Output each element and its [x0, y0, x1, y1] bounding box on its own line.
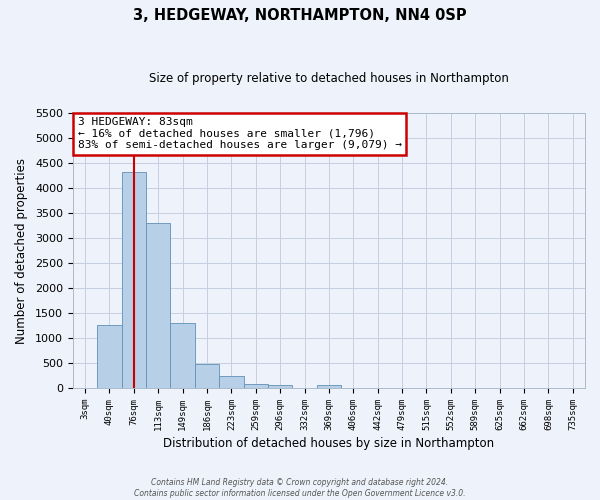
Title: Size of property relative to detached houses in Northampton: Size of property relative to detached ho… — [149, 72, 509, 86]
Y-axis label: Number of detached properties: Number of detached properties — [15, 158, 28, 344]
Bar — [244, 384, 268, 388]
Text: 3 HEDGEWAY: 83sqm
← 16% of detached houses are smaller (1,796)
83% of semi-detac: 3 HEDGEWAY: 83sqm ← 16% of detached hous… — [78, 117, 402, 150]
Bar — [268, 384, 292, 388]
Text: Contains HM Land Registry data © Crown copyright and database right 2024.
Contai: Contains HM Land Registry data © Crown c… — [134, 478, 466, 498]
X-axis label: Distribution of detached houses by size in Northampton: Distribution of detached houses by size … — [163, 437, 494, 450]
Bar — [170, 323, 195, 388]
Text: 3, HEDGEWAY, NORTHAMPTON, NN4 0SP: 3, HEDGEWAY, NORTHAMPTON, NN4 0SP — [133, 8, 467, 22]
Bar — [122, 172, 146, 388]
Bar — [219, 376, 244, 388]
Bar — [317, 385, 341, 388]
Bar — [195, 364, 219, 388]
Bar — [97, 324, 122, 388]
Bar — [146, 223, 170, 388]
